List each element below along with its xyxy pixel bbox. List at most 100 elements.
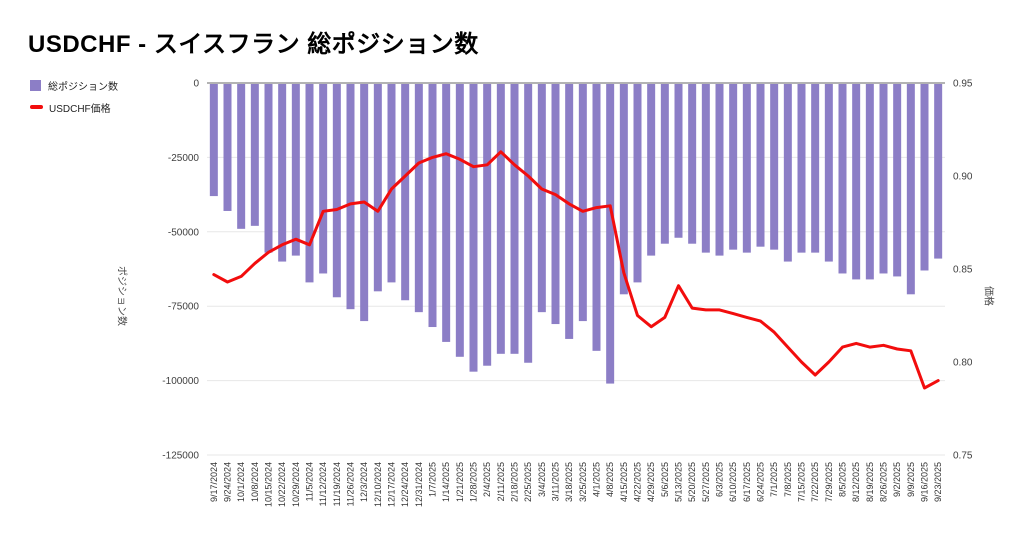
position-bar (811, 84, 820, 253)
position-bar (332, 84, 341, 298)
legend-item-positions: 総ポジション数 (30, 78, 118, 93)
x-axis-date-label: 4/8/2025 (605, 462, 615, 497)
x-axis-date-label: 9/17/2024 (209, 462, 219, 502)
x-axis-date-label: 5/20/2025 (687, 462, 697, 502)
x-axis-date-label: 10/8/2024 (250, 462, 260, 502)
position-bar (592, 84, 601, 351)
position-bar (578, 84, 587, 322)
position-bar (701, 84, 710, 253)
x-axis-date-label: 10/15/2024 (264, 462, 274, 507)
left-axis-tick-label: -75000 (168, 302, 200, 313)
x-axis-date-label: 9/23/2025 (933, 462, 943, 502)
position-bar (619, 84, 628, 295)
position-bar (824, 84, 833, 262)
position-bar (414, 84, 423, 313)
position-bar (865, 84, 874, 280)
position-bar (920, 84, 929, 271)
left-axis-tick-label: -50000 (168, 227, 200, 238)
left-axis-tick-label: -25000 (168, 153, 200, 164)
x-axis-date-label: 9/9/2025 (906, 462, 916, 497)
chart-legend: 総ポジション数 USDCHF価格 (30, 78, 118, 122)
position-bar (565, 84, 574, 339)
x-axis-date-label: 11/12/2024 (318, 462, 328, 506)
position-bar (373, 84, 382, 292)
x-axis-date-label: 1/21/2025 (455, 462, 465, 502)
x-axis-date-label: 3/4/2025 (537, 462, 547, 497)
x-axis-date-label: 4/29/2025 (646, 462, 656, 502)
position-bar (852, 84, 861, 280)
position-bar (770, 84, 779, 250)
position-bar (783, 84, 792, 262)
x-axis-date-label: 12/17/2024 (387, 462, 397, 507)
position-bar (934, 84, 943, 259)
x-axis-date-label: 2/25/2025 (523, 462, 533, 502)
x-axis-date-label: 7/29/2025 (824, 462, 834, 502)
x-axis-date-label: 7/22/2025 (810, 462, 820, 502)
x-axis-date-label: 4/1/2025 (592, 462, 602, 497)
x-axis-date-label: 7/8/2025 (783, 462, 793, 497)
position-bar (442, 84, 451, 342)
position-bar (838, 84, 847, 274)
position-bar (797, 84, 806, 253)
position-bar (756, 84, 765, 247)
x-axis-date-label: 6/3/2025 (715, 462, 725, 497)
x-axis-date-label: 12/3/2024 (359, 462, 369, 502)
x-axis-date-label: 3/18/2025 (564, 462, 574, 502)
position-bar (893, 84, 902, 277)
position-bar (291, 84, 300, 256)
position-bar (387, 84, 396, 283)
position-bar (660, 84, 669, 244)
x-axis-date-label: 5/6/2025 (660, 462, 670, 497)
position-bar (483, 84, 492, 366)
left-axis-tick-label: 0 (193, 79, 199, 90)
position-bar (647, 84, 656, 256)
x-axis-date-label: 6/24/2025 (756, 462, 766, 502)
right-axis-tick-label: 0.75 (953, 451, 973, 462)
x-axis-date-label: 12/10/2024 (373, 462, 383, 507)
position-bar (510, 84, 519, 354)
x-axis-date-label: 8/5/2025 (838, 462, 848, 497)
x-axis-date-label: 8/19/2025 (865, 462, 875, 502)
x-axis-date-label: 11/5/2024 (305, 462, 315, 501)
x-axis-date-label: 8/12/2025 (851, 462, 861, 502)
x-axis-date-label: 12/24/2024 (400, 462, 410, 507)
x-axis-date-label: 5/27/2025 (701, 462, 711, 502)
x-axis-date-label: 7/1/2025 (769, 462, 779, 497)
x-axis-date-label: 12/31/2024 (414, 462, 424, 507)
position-bar (278, 84, 287, 262)
position-bar (209, 84, 218, 197)
position-bar (729, 84, 738, 250)
position-bar (223, 84, 232, 211)
position-bar (742, 84, 751, 253)
page-title: USDCHF - スイスフラン 総ポジション数 (28, 31, 479, 58)
x-axis-date-label: 2/4/2025 (482, 462, 492, 497)
x-axis-date-label: 9/2/2025 (892, 462, 902, 497)
x-axis-date-label: 2/11/2025 (496, 462, 506, 501)
x-axis-date-label: 3/11/2025 (551, 462, 561, 501)
right-axis-tick-label: 0.90 (953, 172, 973, 183)
x-axis-date-label: 5/13/2025 (674, 462, 684, 502)
left-axis-tick-label: -100000 (162, 376, 199, 387)
legend-label-positions: 総ポジション数 (48, 81, 118, 93)
position-bar (305, 84, 314, 283)
x-axis-date-label: 4/15/2025 (619, 462, 629, 502)
right-axis-tick-label: 0.80 (953, 358, 973, 369)
position-bar (674, 84, 683, 238)
x-axis-date-label: 10/29/2024 (291, 462, 301, 507)
position-bar (401, 84, 410, 301)
position-bar (879, 84, 888, 274)
position-bar (524, 84, 533, 363)
x-axis-date-label: 2/18/2025 (510, 462, 520, 502)
position-bar (237, 84, 246, 229)
x-axis-date-label: 10/22/2024 (277, 462, 287, 507)
position-bar (319, 84, 328, 274)
position-bar (496, 84, 505, 354)
position-bar (633, 84, 642, 283)
x-axis-date-label: 7/15/2025 (797, 462, 807, 502)
x-axis-date-label: 6/17/2025 (742, 462, 752, 502)
x-axis-date-label: 6/10/2025 (728, 462, 738, 502)
x-axis-date-label: 1/7/2025 (428, 462, 438, 497)
x-axis-date-label: 4/22/2025 (633, 462, 643, 502)
line-series-swatch-icon (30, 105, 43, 109)
